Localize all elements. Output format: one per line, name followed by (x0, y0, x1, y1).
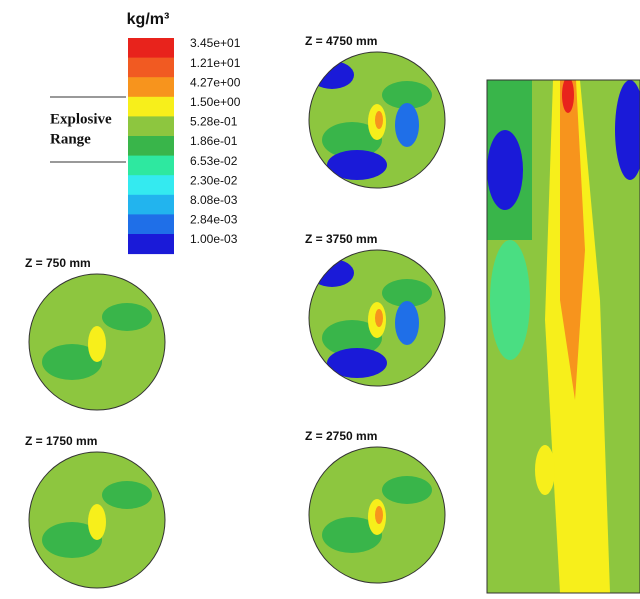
contour (102, 481, 152, 509)
unit-label: kg/m³ (127, 11, 170, 28)
contour (88, 504, 106, 540)
contour (88, 326, 106, 362)
colorbar-label: 1.50e+00 (190, 95, 241, 109)
colorbar: 3.45e+01 1.21e+01 4.27e+00 1.50e+00 5.28e-01… (128, 36, 241, 254)
colorbar-label: 3.45e+01 (190, 36, 241, 50)
section-label: Z = 4750 mm (305, 34, 377, 48)
contour (375, 506, 383, 524)
colorbar-label: 2.84e-03 (190, 213, 238, 227)
colorbar-label: 6.53e-02 (190, 154, 238, 168)
section-label: Z = 2750 mm (305, 429, 377, 443)
contour (310, 259, 354, 287)
longitudinal-section (487, 77, 640, 593)
color-swatch (128, 136, 174, 156)
range-label: Range (50, 131, 91, 147)
color-swatch (128, 38, 174, 58)
contour (382, 476, 432, 504)
range-label: Explosive (50, 111, 112, 127)
section-label: Z = 3750 mm (305, 232, 377, 246)
contour (102, 303, 152, 331)
color-swatch (128, 116, 174, 136)
section-label: Z = 750 mm (25, 256, 91, 270)
cross-section (309, 447, 445, 583)
figure: kg/m³ Explosive Range 3.45e+01 1.21e+01 4.… (0, 0, 640, 599)
color-swatch (128, 156, 174, 176)
color-swatch (128, 97, 174, 117)
contour (327, 150, 387, 180)
color-swatch (128, 175, 174, 195)
cross-section (29, 274, 165, 410)
color-swatch (128, 234, 174, 254)
contour (327, 348, 387, 378)
colorbar-label: 4.27e+00 (190, 75, 241, 89)
cross-section (309, 52, 445, 188)
colorbar-label: 1.21e+01 (190, 56, 241, 70)
contour (375, 111, 383, 129)
colorbar-label: 8.08e-03 (190, 193, 238, 207)
cross-section (309, 250, 445, 386)
contour (310, 61, 354, 89)
colorbar-label: 1.00e-03 (190, 232, 238, 246)
section-label: Z = 1750 mm (25, 434, 97, 448)
contour (375, 309, 383, 327)
color-swatch (128, 77, 174, 97)
cross-section (29, 452, 165, 588)
colorbar-label: 5.28e-01 (190, 115, 238, 129)
contour (395, 301, 419, 345)
color-swatch (128, 58, 174, 78)
color-swatch (128, 214, 174, 234)
colorbar-label: 2.30e-02 (190, 173, 238, 187)
contour (395, 103, 419, 147)
color-swatch (128, 195, 174, 215)
colorbar-label: 1.86e-01 (190, 134, 238, 148)
